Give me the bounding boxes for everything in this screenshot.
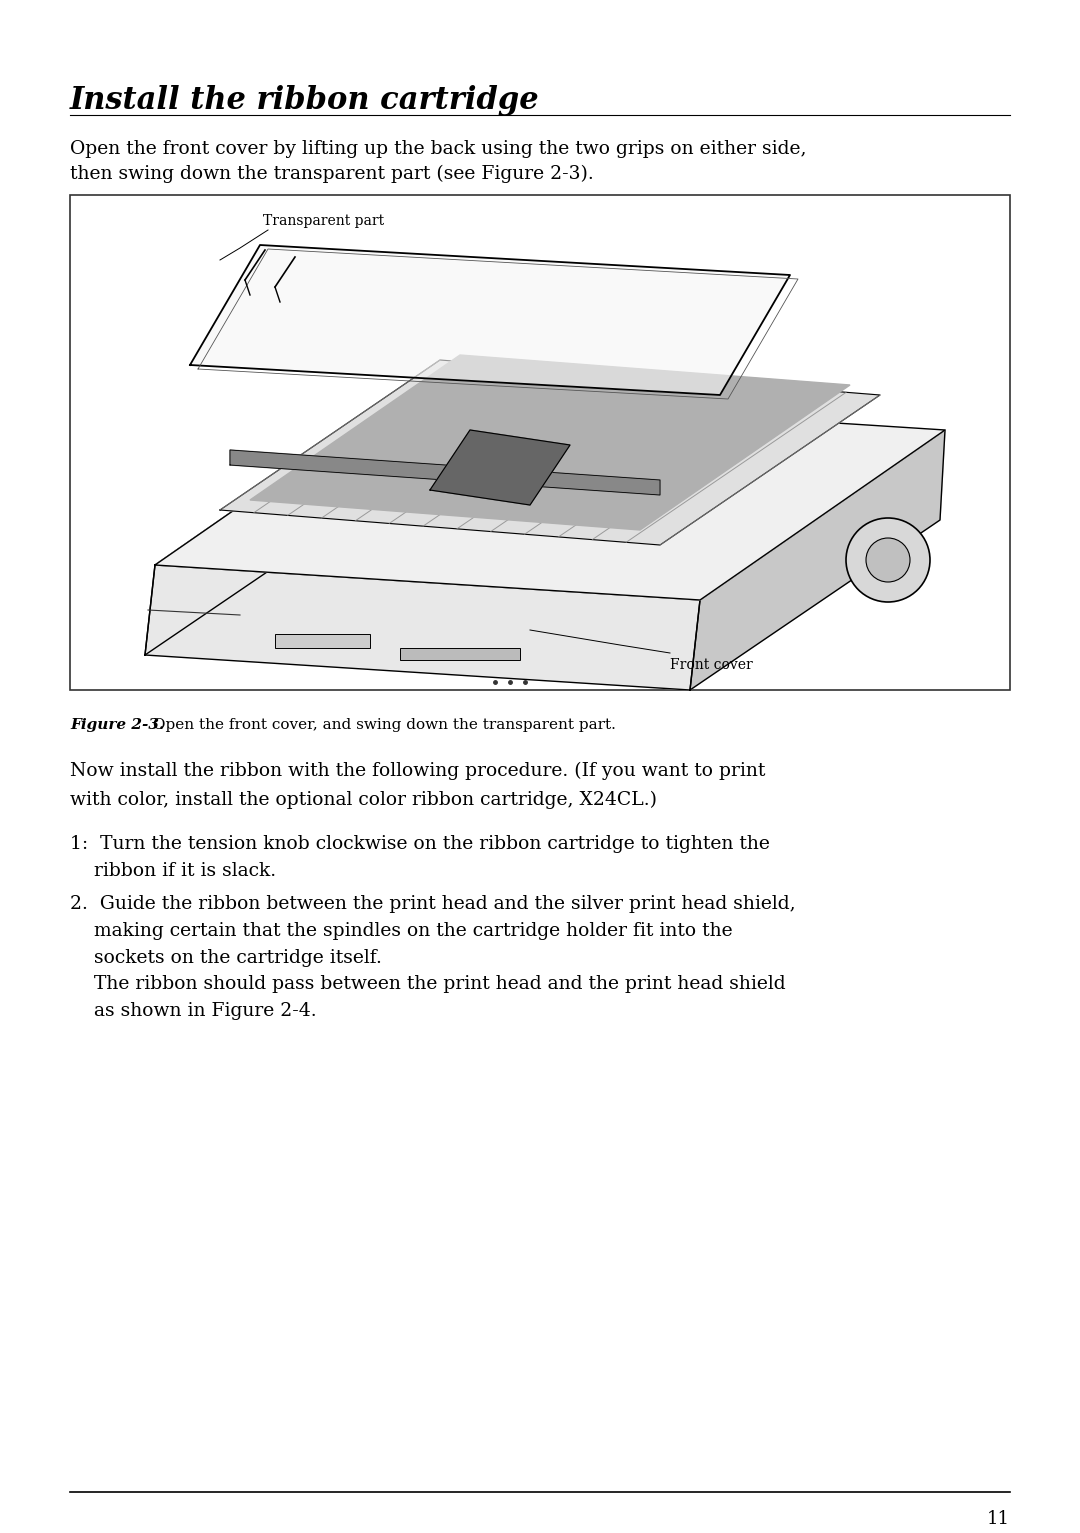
Text: ribbon if it is slack.: ribbon if it is slack. [70,862,276,880]
Polygon shape [690,429,945,690]
Text: Open the front cover by lifting up the back using the two grips on either side,: Open the front cover by lifting up the b… [70,140,807,158]
Polygon shape [156,396,945,599]
Circle shape [866,538,910,583]
Bar [70,195,1010,690]
Circle shape [846,518,930,602]
Polygon shape [220,360,880,546]
Text: 1:  Turn the tension knob clockwise on the ribbon cartridge to tighten the: 1: Turn the tension knob clockwise on th… [70,835,770,852]
Text: 11: 11 [987,1510,1010,1528]
Bar [400,648,519,661]
Polygon shape [190,245,789,396]
Text: as shown in Figure 2-4.: as shown in Figure 2-4. [70,1003,316,1019]
Polygon shape [249,356,850,530]
Polygon shape [145,566,700,690]
Text: Transparent part: Transparent part [264,215,384,228]
Text: Now install the ribbon with the following procedure. (If you want to print: Now install the ribbon with the followin… [70,762,766,780]
Text: Figure 2-3.: Figure 2-3. [70,717,164,731]
Text: Open the front cover, and swing down the transparent part.: Open the front cover, and swing down the… [148,717,616,731]
Bar [275,635,370,648]
Text: Front cover: Front cover [670,658,753,671]
Text: 2.  Guide the ribbon between the print head and the silver print head shield,: 2. Guide the ribbon between the print he… [70,895,796,914]
Polygon shape [230,451,660,495]
Text: making certain that the spindles on the cartridge holder fit into the: making certain that the spindles on the … [70,921,732,940]
Text: with color, install the optional color ribbon cartridge, X24CL.): with color, install the optional color r… [70,791,657,809]
Polygon shape [430,429,570,504]
Text: The ribbon should pass between the print head and the print head shield: The ribbon should pass between the print… [70,975,785,993]
Polygon shape [145,396,400,655]
Text: then swing down the transparent part (see Figure 2-3).: then swing down the transparent part (se… [70,166,594,184]
Text: sockets on the cartridge itself.: sockets on the cartridge itself. [70,949,382,967]
Text: Install the ribbon cartridge: Install the ribbon cartridge [70,84,540,117]
